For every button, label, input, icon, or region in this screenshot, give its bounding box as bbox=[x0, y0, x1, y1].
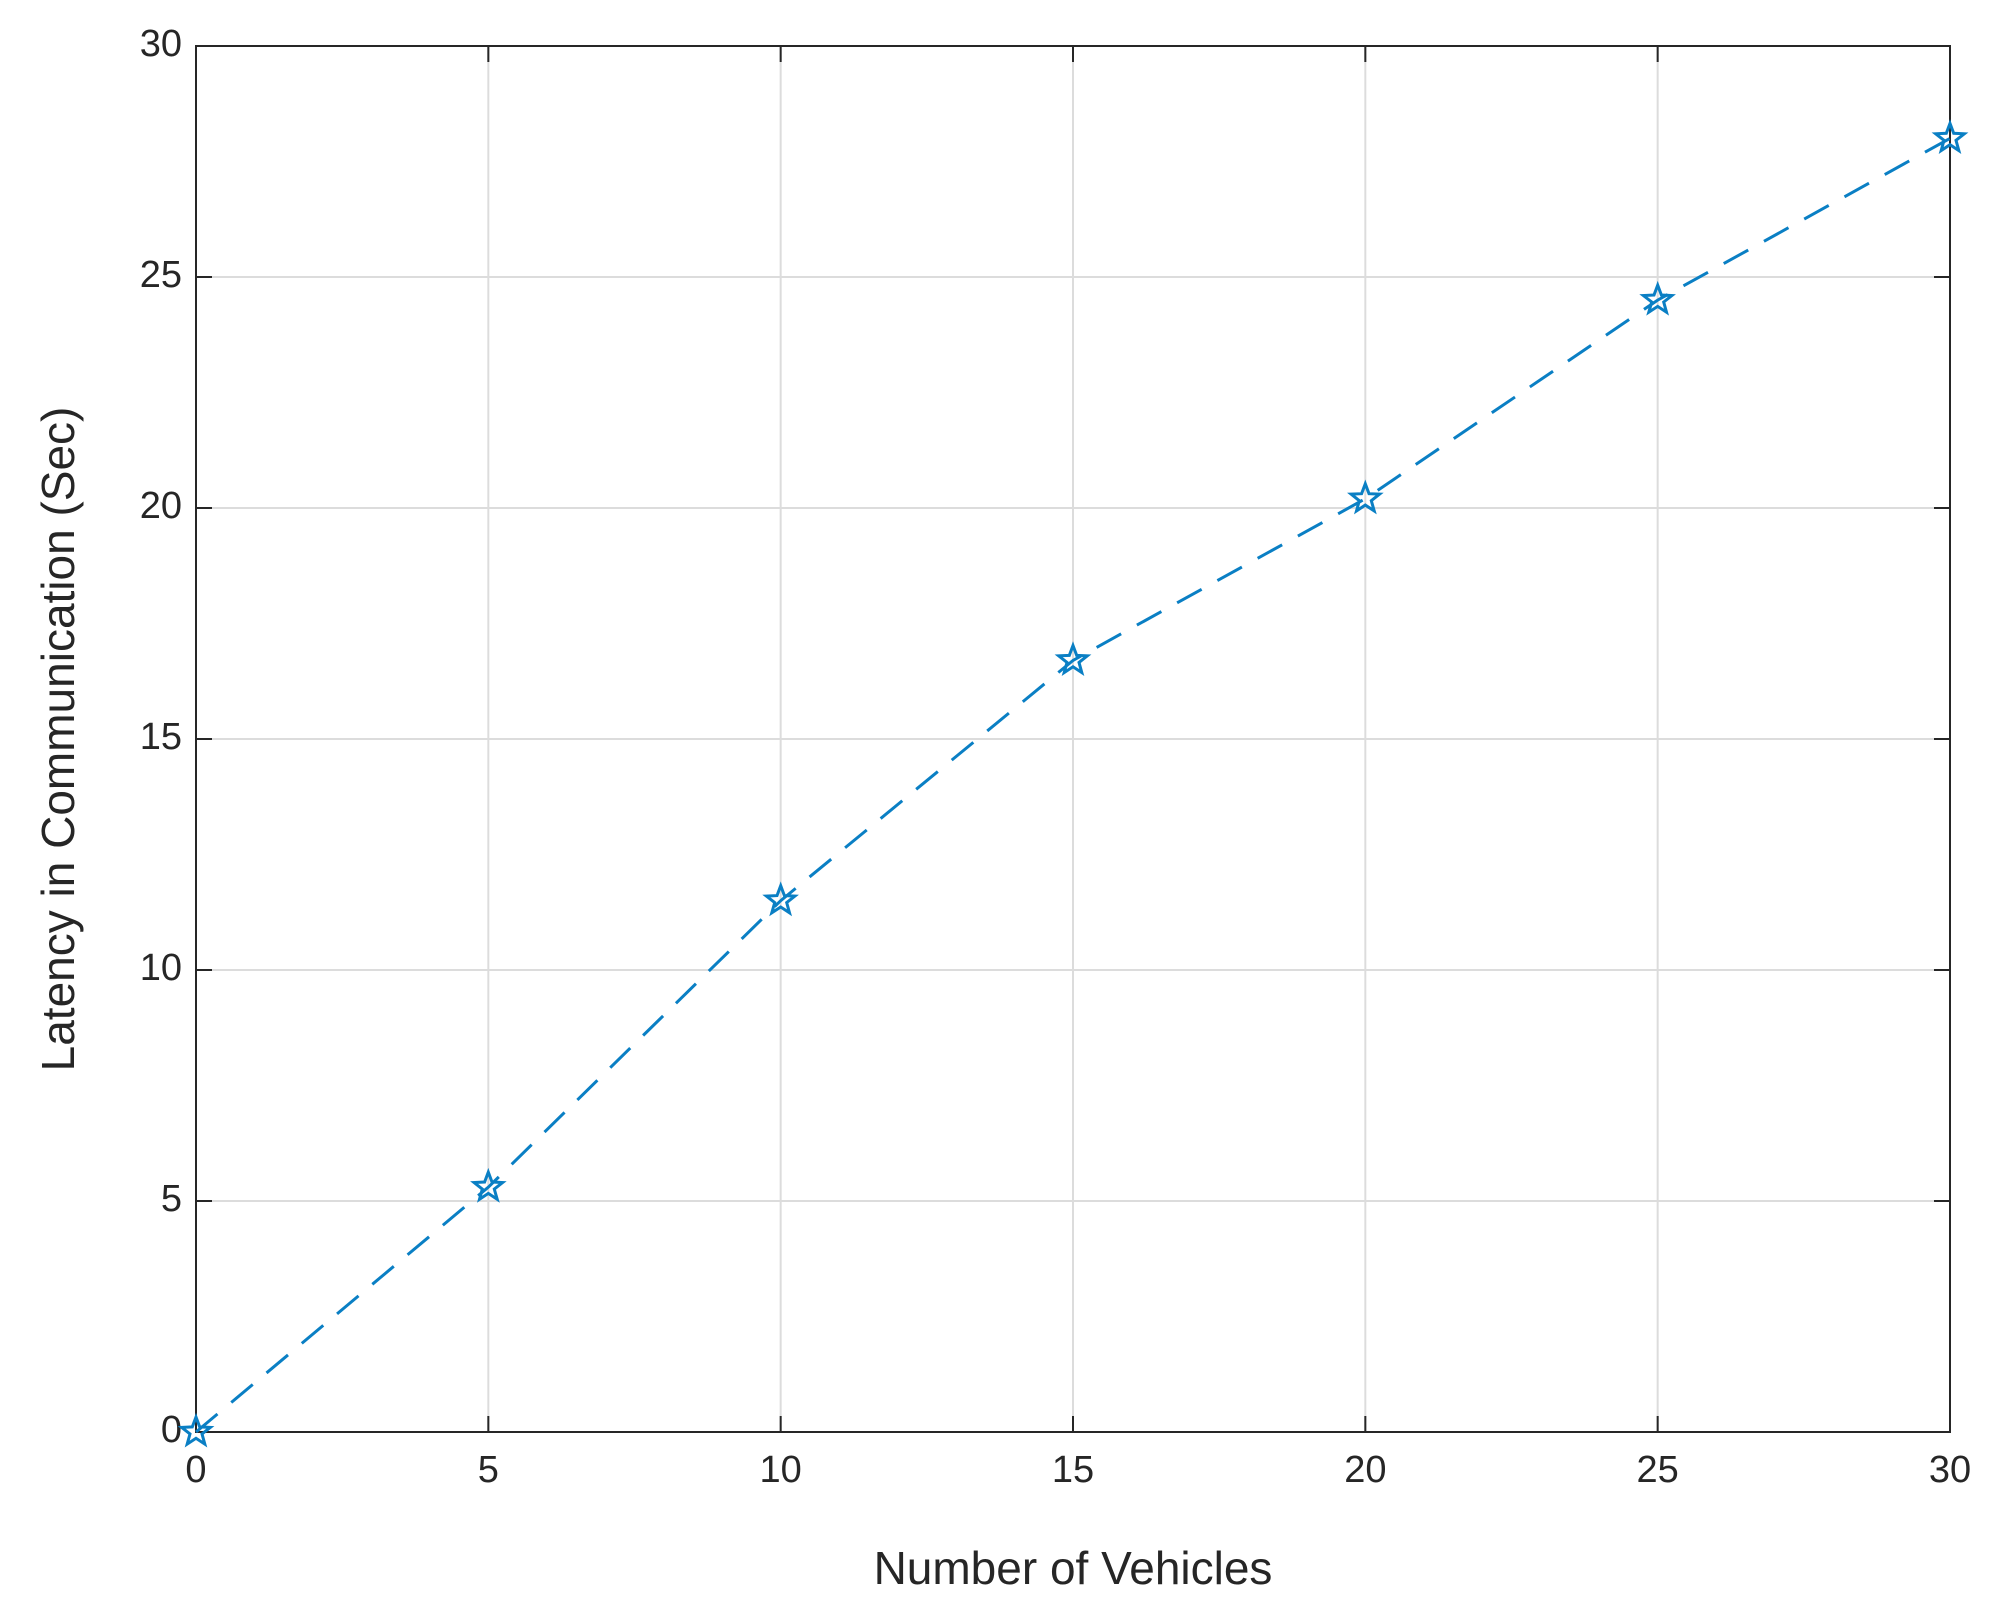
y-tick-label: 15 bbox=[140, 716, 182, 758]
data-marker bbox=[1347, 479, 1384, 515]
x-tick-label: 5 bbox=[478, 1449, 499, 1491]
y-tick-label: 0 bbox=[161, 1409, 182, 1451]
data-marker bbox=[1054, 641, 1092, 677]
x-tick-label: 25 bbox=[1637, 1449, 1679, 1491]
y-tick-label: 10 bbox=[140, 947, 182, 989]
y-tick-label: 25 bbox=[140, 254, 182, 296]
x-axis-title: Number of Vehicles bbox=[874, 1542, 1273, 1594]
plot-frame bbox=[195, 45, 1951, 1433]
y-tick-label: 30 bbox=[140, 23, 182, 65]
y-tick-label: 5 bbox=[161, 1178, 182, 1220]
x-tick-label: 15 bbox=[1052, 1449, 1094, 1491]
x-tick-label: 10 bbox=[760, 1449, 802, 1491]
data-marker bbox=[177, 1412, 215, 1448]
y-tick-label: 20 bbox=[140, 485, 182, 527]
x-tick-label: 30 bbox=[1929, 1449, 1971, 1491]
x-tick-label: 0 bbox=[185, 1449, 206, 1491]
data-marker bbox=[470, 1167, 507, 1203]
y-axis-title: Latency in Communication (Sec) bbox=[32, 407, 84, 1072]
data-marker bbox=[1639, 280, 1676, 316]
x-tick-label: 20 bbox=[1344, 1449, 1386, 1491]
data-marker bbox=[762, 881, 799, 917]
data-line bbox=[195, 137, 1951, 1434]
data-marker bbox=[1931, 119, 1969, 154]
